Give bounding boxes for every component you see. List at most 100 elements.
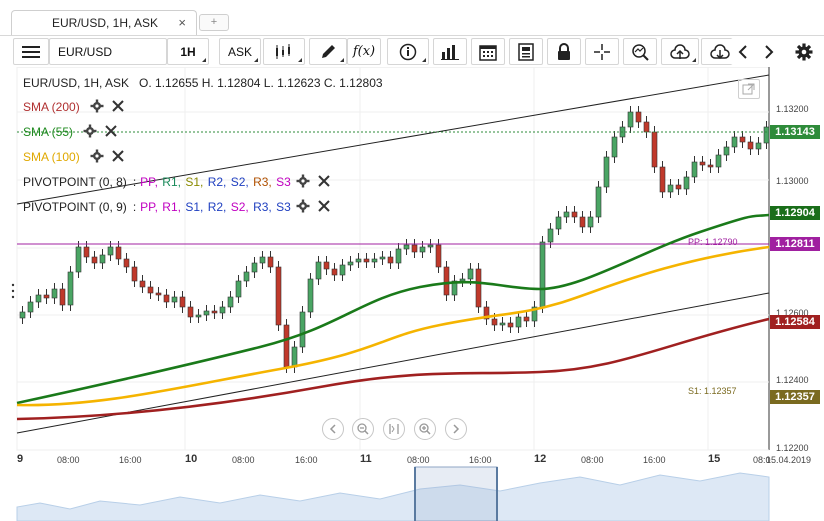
indicator-sma100[interactable]: SMA (100) — [23, 148, 128, 166]
close-icon[interactable] — [318, 174, 330, 190]
channel-lower — [16, 292, 770, 434]
close-icon[interactable] — [111, 149, 124, 165]
gear-icon[interactable] — [296, 199, 310, 216]
navigator-window[interactable] — [414, 466, 498, 521]
sma100-line — [16, 245, 770, 407]
candle-body — [723, 146, 730, 156]
candle-body — [307, 278, 314, 313]
price-tag-current: 1.13143 — [770, 125, 820, 139]
chart-tab[interactable]: EUR/USD, 1H, ASK × — [11, 10, 197, 35]
time-label: 08:00 — [407, 455, 430, 465]
bar-chart-icon — [441, 44, 459, 60]
close-icon[interactable] — [318, 199, 330, 215]
pivot-value: S1, — [185, 175, 204, 189]
close-icon[interactable] — [105, 124, 117, 140]
symbol-selector[interactable]: EUR/USD — [49, 38, 167, 65]
price-axis-label: 1.12600 — [776, 308, 809, 318]
zoom-out-button[interactable] — [352, 418, 374, 440]
candle-body — [395, 248, 402, 264]
cloud-upload-icon — [670, 43, 690, 59]
indicators-button[interactable]: f(x) — [347, 38, 381, 65]
indicator-pivot-8[interactable]: PIVOTPOINT (0, 8) : PP, R1, S1, R2, S2, … — [23, 173, 334, 191]
settings-button[interactable] — [791, 38, 817, 65]
candle-body — [323, 261, 330, 270]
menu-button[interactable] — [13, 38, 49, 65]
tab-divider — [0, 35, 824, 36]
candle-body — [203, 310, 210, 316]
price-tag-s1: 1.12357 — [770, 390, 820, 404]
candle-body — [259, 256, 266, 264]
left-handle-icon[interactable] — [11, 283, 15, 299]
gear-icon[interactable] — [296, 174, 310, 191]
volume-button[interactable] — [433, 38, 467, 65]
candle-body — [67, 271, 74, 306]
candles-icon — [276, 43, 290, 59]
candle-body — [291, 346, 298, 368]
candle-body — [363, 258, 370, 263]
scroll-back-button[interactable] — [322, 418, 344, 440]
scroll-right-button[interactable] — [757, 38, 781, 65]
candle-body — [251, 262, 258, 273]
zoom-in-button[interactable] — [414, 418, 436, 440]
candle-body — [371, 258, 378, 263]
scroll-left-button[interactable] — [731, 38, 755, 65]
candle-body — [675, 184, 682, 190]
lock-button[interactable] — [547, 38, 581, 65]
candle-body — [379, 256, 386, 260]
candle-body — [571, 211, 578, 218]
pivot-values: PP, R1, S1, R2, S2, R3, S3 — [140, 175, 292, 189]
candle-body — [43, 294, 50, 299]
indicator-pivot-9[interactable]: PIVOTPOINT (0, 9) : PP, R1, S1, R2, S2, … — [23, 198, 334, 216]
chart-type-button[interactable] — [263, 38, 305, 65]
ohlc-readout: EUR/USD, 1H, ASK O. 1.12655 H. 1.12804 L… — [23, 76, 383, 90]
zoom-button[interactable] — [623, 38, 657, 65]
day-label: 11 — [360, 453, 372, 465]
crosshair-button[interactable] — [585, 38, 619, 65]
gear-icon[interactable] — [90, 149, 104, 166]
candle-body — [731, 136, 738, 148]
gear-icon[interactable] — [90, 99, 104, 116]
indicator-sma200[interactable]: SMA (200) — [23, 98, 128, 116]
price-axis-label: 1.13000 — [776, 176, 809, 186]
pivot-s1-label: S1: 1.12357 — [688, 386, 737, 396]
price-chart[interactable] — [0, 67, 824, 521]
close-icon[interactable]: × — [178, 15, 186, 30]
timeframe-selector[interactable]: 1H — [167, 38, 209, 65]
candle-body — [579, 216, 586, 228]
time-label: 08:0 — [753, 455, 771, 465]
news-button[interactable] — [509, 38, 543, 65]
grid — [16, 67, 769, 451]
candle-body — [123, 258, 130, 268]
candle-body — [691, 161, 698, 178]
info-button[interactable] — [387, 38, 429, 65]
side-selector[interactable]: ASK — [219, 38, 261, 65]
candle-body — [195, 314, 202, 318]
indicator-label: SMA (100) — [23, 150, 80, 164]
candle-body — [91, 256, 98, 264]
add-tab-button[interactable]: + — [199, 14, 229, 31]
time-label: 16:00 — [469, 455, 492, 465]
popout-button[interactable] — [738, 79, 760, 99]
candle-body — [739, 136, 746, 143]
reset-zoom-button[interactable] — [383, 418, 405, 440]
indicator-label: PIVOTPOINT (0, 9) — [23, 200, 127, 214]
gear-icon[interactable] — [83, 124, 97, 141]
close-icon[interactable] — [111, 99, 124, 115]
upload-button[interactable] — [661, 38, 699, 65]
chart-area[interactable]: EUR/USD, 1H, ASK O. 1.12655 H. 1.12804 L… — [0, 67, 824, 521]
time-label: 08:00 — [57, 455, 80, 465]
candle-body — [243, 271, 250, 282]
indicator-sma55[interactable]: SMA (55) — [23, 123, 121, 141]
pivot-value: PP, — [140, 175, 158, 189]
drawing-tool-button[interactable] — [309, 38, 347, 65]
chevron-right-icon — [453, 424, 460, 434]
candle-body — [683, 176, 690, 190]
calendar-button[interactable] — [471, 38, 505, 65]
candle-body — [603, 156, 610, 188]
day-label: 9 — [17, 453, 24, 465]
navigator-area — [16, 472, 770, 521]
pivot-value: S1, — [185, 200, 204, 214]
pivot-value: R2, — [207, 175, 227, 189]
scroll-forward-button[interactable] — [445, 418, 467, 440]
indicator-separator: : — [132, 175, 137, 189]
